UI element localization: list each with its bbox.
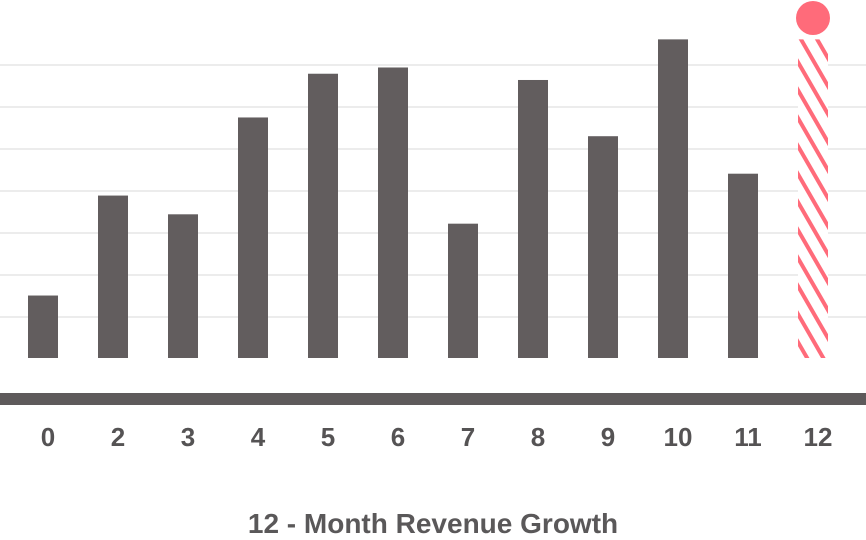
bar: [378, 67, 408, 358]
x-axis-line: [0, 393, 866, 405]
x-tick-label: 7: [461, 422, 475, 452]
bars: [28, 1, 830, 358]
bar: [238, 117, 268, 358]
x-tick-label: 3: [181, 422, 195, 452]
bar: [28, 295, 58, 358]
x-tick-label: 9: [601, 422, 615, 452]
bar: [518, 79, 548, 358]
x-tick-label: 2: [111, 422, 125, 452]
x-tick-label: 10: [664, 422, 693, 452]
x-tick-label: 4: [251, 422, 266, 452]
bar: [588, 136, 618, 358]
chart-title: 12 - Month Revenue Growth: [247, 508, 619, 539]
x-tick-label: 11: [734, 422, 762, 452]
bar: [448, 223, 478, 358]
x-tick-label: 5: [321, 422, 335, 452]
x-tick-label: 8: [531, 422, 545, 452]
bar: [168, 214, 198, 358]
x-tick-label: 0: [41, 422, 55, 452]
bar: [728, 173, 758, 358]
x-tick-labels: 0 2 3 4 5 6 7 8 9 10 11 12: [41, 422, 833, 452]
x-tick-label: 12: [804, 422, 833, 452]
gridlines: [0, 64, 866, 318]
x-tick-label: 6: [391, 422, 405, 452]
bar-projected: [798, 39, 828, 358]
projected-marker-dot: [796, 1, 830, 35]
bar: [658, 39, 688, 358]
bar: [308, 73, 338, 358]
bar: [98, 195, 128, 358]
